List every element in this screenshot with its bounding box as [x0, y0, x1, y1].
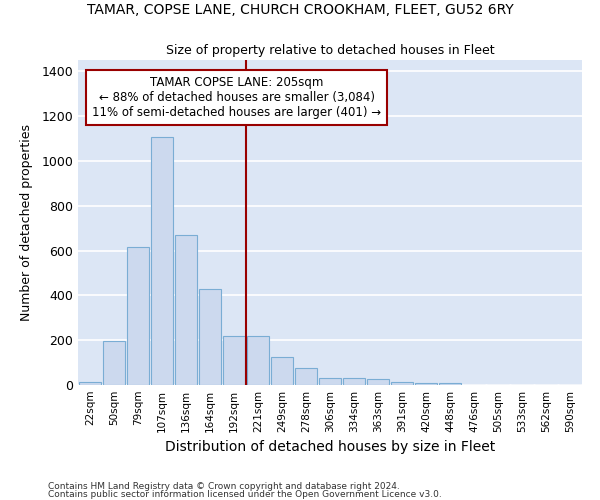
Bar [439, 383, 461, 385]
Y-axis label: Number of detached properties: Number of detached properties [20, 124, 33, 321]
X-axis label: Distribution of detached houses by size in Fleet: Distribution of detached houses by size … [165, 440, 495, 454]
Bar [271, 357, 293, 385]
Bar [367, 380, 389, 385]
Bar [103, 342, 125, 385]
Text: TAMAR COPSE LANE: 205sqm
← 88% of detached houses are smaller (3,084)
11% of sem: TAMAR COPSE LANE: 205sqm ← 88% of detach… [92, 76, 382, 119]
Bar [175, 235, 197, 385]
Bar [199, 288, 221, 385]
Bar [415, 383, 437, 385]
Bar [79, 382, 101, 385]
Bar [247, 336, 269, 385]
Bar [127, 247, 149, 385]
Bar [319, 378, 341, 385]
Bar [343, 378, 365, 385]
Bar [223, 336, 245, 385]
Text: TAMAR, COPSE LANE, CHURCH CROOKHAM, FLEET, GU52 6RY: TAMAR, COPSE LANE, CHURCH CROOKHAM, FLEE… [86, 2, 514, 16]
Text: Contains public sector information licensed under the Open Government Licence v3: Contains public sector information licen… [48, 490, 442, 499]
Bar [391, 382, 413, 385]
Bar [295, 368, 317, 385]
Bar [151, 138, 173, 385]
Title: Size of property relative to detached houses in Fleet: Size of property relative to detached ho… [166, 44, 494, 58]
Text: Contains HM Land Registry data © Crown copyright and database right 2024.: Contains HM Land Registry data © Crown c… [48, 482, 400, 491]
